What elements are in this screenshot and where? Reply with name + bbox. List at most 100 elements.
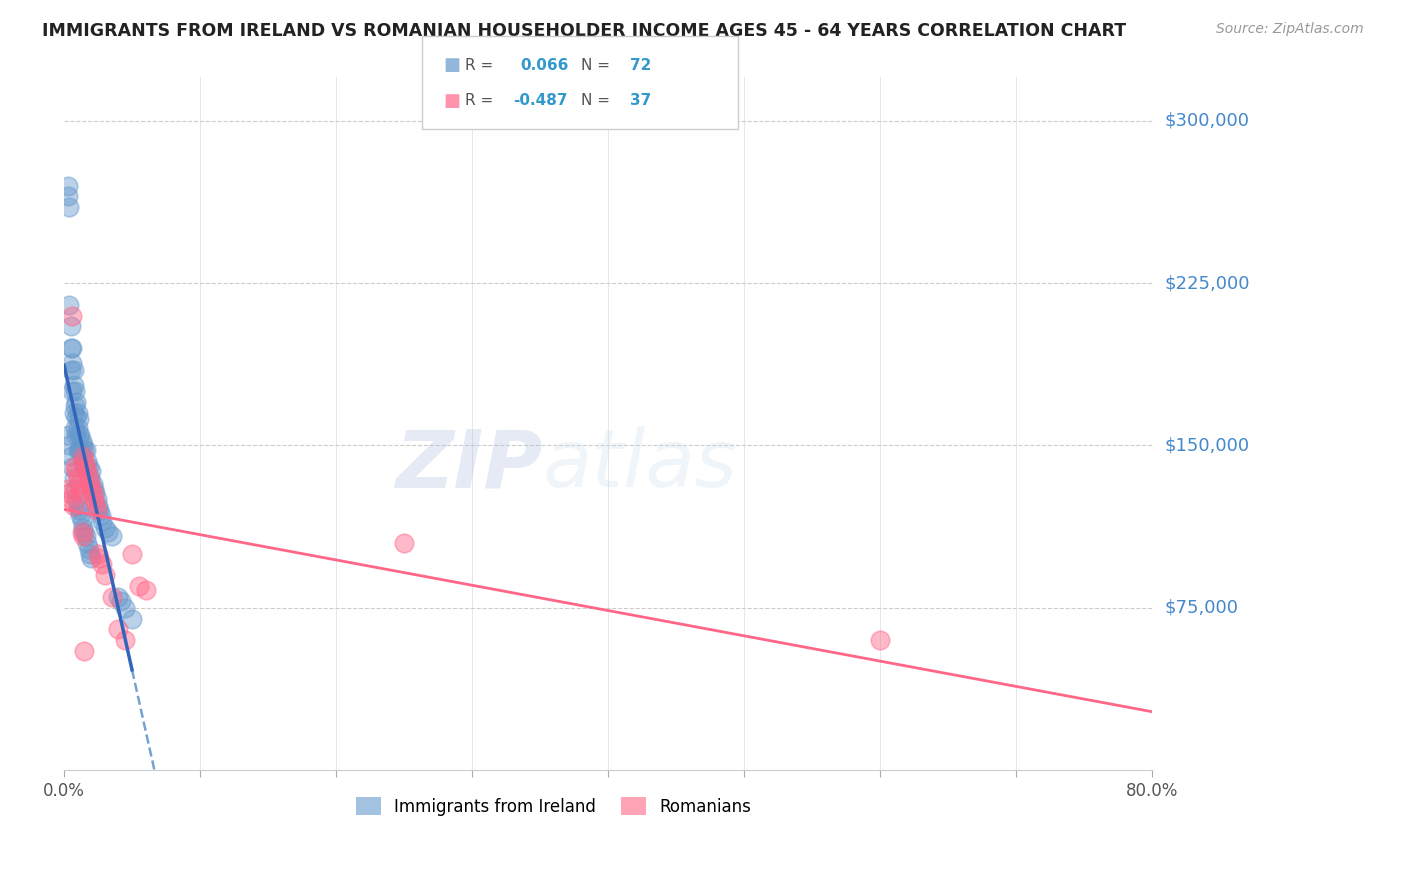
Text: 0.066: 0.066 bbox=[520, 58, 568, 72]
Text: atlas: atlas bbox=[543, 426, 737, 504]
Point bbox=[66, 442, 89, 457]
Text: ZIP: ZIP bbox=[395, 426, 543, 504]
Point bbox=[65, 492, 87, 507]
Point bbox=[77, 460, 100, 475]
Point bbox=[63, 384, 86, 399]
Point bbox=[91, 514, 114, 528]
Point bbox=[87, 547, 110, 561]
Legend: Immigrants from Ireland, Romanians: Immigrants from Ireland, Romanians bbox=[347, 789, 759, 824]
Point bbox=[73, 453, 96, 467]
Point bbox=[59, 449, 82, 463]
Point bbox=[86, 503, 108, 517]
Point bbox=[90, 508, 112, 522]
Point bbox=[69, 482, 91, 496]
Point bbox=[59, 492, 82, 507]
Point bbox=[58, 438, 80, 452]
Point bbox=[56, 178, 79, 193]
Point bbox=[70, 486, 93, 500]
Text: N =: N = bbox=[581, 94, 610, 108]
Point bbox=[72, 438, 94, 452]
Point bbox=[62, 499, 84, 513]
Point bbox=[67, 477, 90, 491]
Point bbox=[107, 590, 129, 604]
Text: 72: 72 bbox=[630, 58, 651, 72]
Point bbox=[135, 583, 157, 598]
Text: $300,000: $300,000 bbox=[1166, 112, 1250, 129]
Point bbox=[59, 341, 82, 355]
Point bbox=[65, 410, 87, 425]
Point bbox=[60, 460, 83, 475]
Point bbox=[72, 449, 94, 463]
Point bbox=[58, 200, 80, 214]
Point bbox=[86, 492, 108, 507]
Point bbox=[73, 442, 96, 457]
Point bbox=[73, 460, 96, 475]
Point bbox=[73, 644, 96, 658]
Point bbox=[65, 395, 87, 409]
Point bbox=[114, 600, 136, 615]
Point bbox=[121, 547, 143, 561]
Point bbox=[62, 362, 84, 376]
Point bbox=[69, 442, 91, 457]
Point bbox=[94, 520, 117, 534]
Point bbox=[58, 486, 80, 500]
Point bbox=[62, 471, 84, 485]
Point bbox=[56, 189, 79, 203]
Point bbox=[62, 377, 84, 392]
Point bbox=[79, 477, 101, 491]
Point bbox=[869, 633, 891, 648]
Point bbox=[89, 503, 111, 517]
Point bbox=[87, 499, 110, 513]
Point bbox=[392, 535, 415, 549]
Point bbox=[70, 524, 93, 539]
Point bbox=[84, 497, 107, 511]
Point bbox=[59, 362, 82, 376]
Point bbox=[121, 611, 143, 625]
Point bbox=[89, 550, 111, 565]
Text: ■: ■ bbox=[443, 56, 460, 74]
Point bbox=[80, 464, 103, 478]
Point bbox=[65, 464, 87, 478]
Point bbox=[67, 427, 90, 442]
Point bbox=[66, 406, 89, 420]
Point bbox=[77, 471, 100, 485]
Text: ■: ■ bbox=[443, 92, 460, 110]
Text: $75,000: $75,000 bbox=[1166, 599, 1239, 616]
Point bbox=[72, 529, 94, 543]
Point bbox=[76, 453, 98, 467]
Point bbox=[97, 524, 120, 539]
Point bbox=[56, 482, 79, 496]
Text: -0.487: -0.487 bbox=[513, 94, 568, 108]
Point bbox=[69, 427, 91, 442]
Point bbox=[63, 482, 86, 496]
Point bbox=[72, 453, 94, 467]
Point bbox=[70, 434, 93, 448]
Point bbox=[79, 547, 101, 561]
Point bbox=[107, 623, 129, 637]
Point bbox=[70, 514, 93, 528]
Text: 37: 37 bbox=[630, 94, 651, 108]
Point bbox=[75, 442, 97, 457]
Point bbox=[75, 460, 97, 475]
Point bbox=[82, 486, 104, 500]
Point bbox=[66, 421, 89, 435]
Point bbox=[75, 529, 97, 543]
Point bbox=[62, 406, 84, 420]
Point bbox=[60, 341, 83, 355]
Text: $225,000: $225,000 bbox=[1166, 274, 1250, 292]
Point bbox=[83, 492, 105, 507]
Text: $150,000: $150,000 bbox=[1166, 436, 1250, 454]
Point bbox=[75, 460, 97, 475]
Point bbox=[63, 460, 86, 475]
Point bbox=[63, 421, 86, 435]
Point bbox=[56, 427, 79, 442]
Point bbox=[73, 524, 96, 539]
Point bbox=[76, 535, 98, 549]
Point bbox=[100, 529, 122, 543]
Point bbox=[110, 594, 132, 608]
Point bbox=[63, 400, 86, 414]
Text: R =: R = bbox=[465, 58, 494, 72]
Point bbox=[59, 319, 82, 334]
Point bbox=[72, 520, 94, 534]
Text: N =: N = bbox=[581, 58, 610, 72]
